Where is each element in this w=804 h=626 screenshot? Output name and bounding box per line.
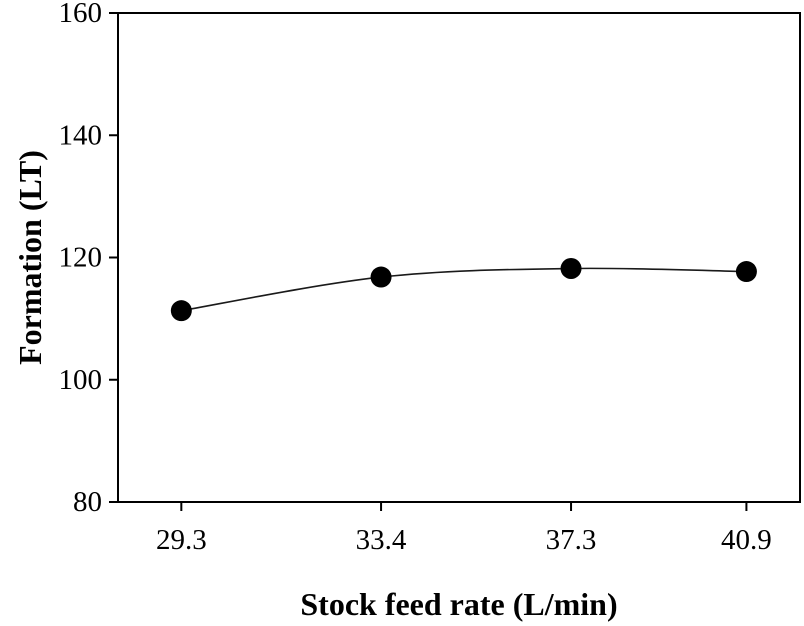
y-tick-label: 160 — [59, 0, 103, 29]
y-tick-label: 80 — [73, 486, 102, 518]
y-tick-label: 120 — [59, 242, 103, 274]
y-tick-label: 100 — [59, 364, 103, 396]
y-tick-label: 140 — [59, 119, 103, 151]
series-line — [181, 267, 747, 312]
x-tick-label: 33.4 — [356, 524, 407, 556]
x-tick-label: 40.9 — [721, 524, 772, 556]
x-axis-title: Stock feed rate (L/min) — [300, 586, 617, 622]
y-axis-title: Formation (LT) — [12, 150, 48, 365]
plot-frame — [117, 12, 801, 503]
x-tick-label: 29.3 — [156, 524, 207, 556]
x-tick-label: 37.3 — [546, 524, 597, 556]
data-point-marker — [735, 261, 757, 283]
data-point-marker — [170, 300, 192, 322]
data-point-marker — [560, 258, 582, 280]
data-point-marker — [370, 266, 392, 288]
